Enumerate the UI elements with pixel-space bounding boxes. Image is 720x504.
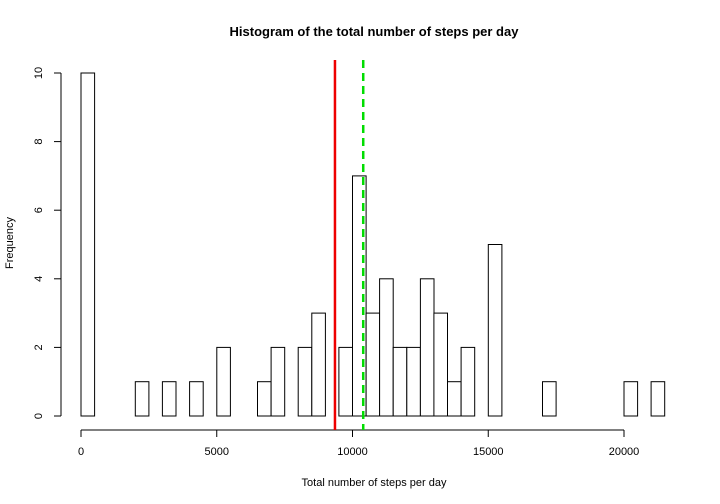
histogram-bar — [297, 346, 313, 417]
histogram-bar — [542, 381, 557, 417]
histogram-bar — [189, 381, 204, 417]
chart-title: Histogram of the total number of steps p… — [230, 24, 520, 39]
histogram-bar — [447, 381, 462, 417]
y-tick-label: 6 — [33, 207, 45, 213]
histogram-bar — [433, 312, 448, 417]
x-tick-label: 15000 — [473, 446, 504, 458]
x-tick-label: 10000 — [337, 446, 368, 458]
histogram-bar — [365, 312, 381, 417]
x-tick-label: 20000 — [609, 446, 640, 458]
histogram-bar — [406, 346, 421, 417]
histogram-bar — [257, 381, 272, 417]
histogram-bar — [270, 346, 286, 417]
x-axis-label: Total number of steps per day — [302, 477, 447, 489]
y-axis: 0 2 4 6 8 10 — [33, 67, 62, 419]
histogram-bar — [650, 381, 666, 417]
y-tick-label: 4 — [33, 276, 45, 282]
y-tick-label: 2 — [33, 344, 45, 350]
x-tick-label: 5000 — [205, 446, 229, 458]
histogram-bar — [487, 244, 503, 417]
histogram-bar — [311, 312, 326, 417]
histogram-bar — [392, 346, 408, 417]
histogram-bar — [134, 381, 150, 417]
y-axis-label: Frequency — [4, 217, 16, 269]
histogram-bar — [419, 278, 435, 417]
histogram-bar — [338, 346, 353, 417]
histogram-bar — [379, 278, 394, 417]
histogram-bar — [623, 381, 639, 417]
reference-lines — [333, 60, 365, 430]
histogram-bar — [460, 346, 476, 417]
histogram-bar — [161, 381, 177, 417]
x-axis: 0 5000 10000 15000 20000 — [78, 429, 640, 458]
histogram-bar — [216, 346, 231, 417]
bars-group — [80, 72, 666, 417]
y-tick-label: 10 — [33, 67, 45, 79]
x-tick-label: 0 — [78, 446, 84, 458]
histogram-bar — [80, 72, 96, 417]
y-tick-label: 8 — [33, 139, 45, 145]
y-tick-label: 0 — [33, 413, 45, 419]
